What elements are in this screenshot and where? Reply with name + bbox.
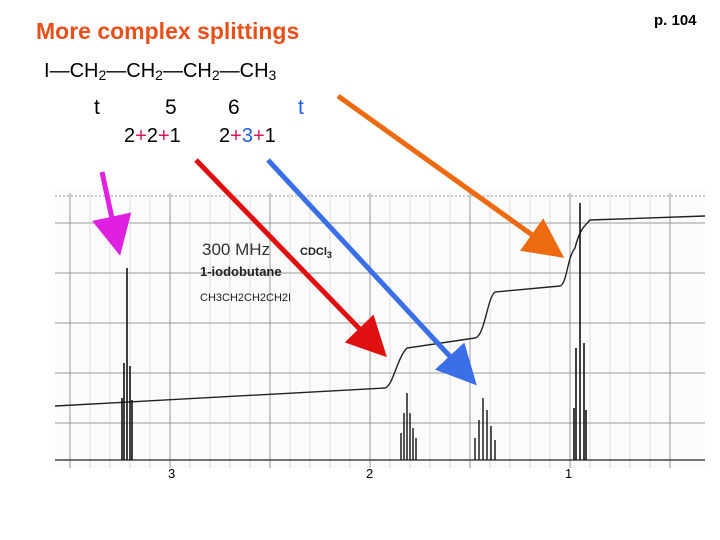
peak-triplet-ch3	[573, 203, 587, 460]
formula-bond: —	[106, 60, 127, 82]
formula-sub: 2	[98, 67, 107, 83]
axis-tick-1: 1	[565, 466, 572, 481]
peak-multiplet-5	[400, 393, 417, 460]
multiplicity-5: 5	[165, 96, 177, 119]
formula-ch2-b: CH	[126, 60, 156, 82]
formula-bond: —	[49, 60, 70, 82]
field-strength-label: 300 MHz	[202, 240, 271, 259]
formula-ch2-c: CH	[182, 60, 212, 82]
blue-arrow	[266, 158, 477, 386]
orange-arrow	[336, 93, 565, 258]
multiplicity-t-1: t	[94, 96, 100, 119]
sum-term: 2	[219, 125, 231, 147]
solvent-text: CDCl	[300, 246, 327, 258]
sum-term: 2	[124, 125, 136, 147]
magenta-arrow	[92, 171, 132, 256]
peak-triplet-ich2	[121, 268, 133, 460]
axis-tick-2: 2	[366, 466, 373, 481]
axis-tick-3: 3	[168, 466, 175, 481]
plus-sign: +	[252, 125, 265, 147]
sum-term: 2	[146, 125, 158, 147]
solvent-label: CDCl3	[300, 246, 332, 260]
multiplicity-t-2: t	[298, 96, 304, 119]
formula: I—CH2—CH2—CH2—CH3	[44, 60, 276, 83]
formula-sub: 2	[155, 67, 163, 83]
compound-name: 1-iodobutane	[200, 264, 282, 279]
formula-sub: 3	[268, 67, 277, 83]
formula-ch2-a: CH	[69, 60, 99, 82]
sum-2-2-1: 2+2+1	[124, 125, 181, 148]
sum-term: 1	[264, 125, 276, 147]
plus-sign: +	[230, 125, 242, 147]
formula-bond: —	[162, 60, 183, 82]
solvent-sub: 3	[326, 250, 332, 261]
page-title: More complex splittings	[36, 18, 300, 44]
formula-bond: —	[219, 60, 240, 82]
sum-term: 3	[241, 125, 253, 147]
formula-sub: 2	[211, 67, 220, 83]
formula-ch3: CH	[239, 60, 269, 82]
multiplicity-6: 6	[228, 96, 240, 119]
page-number: p. 104	[654, 12, 697, 29]
plus-sign: +	[135, 125, 147, 147]
sum-term: 1	[169, 125, 181, 147]
compound-structure: CH3CH2CH2CH2I	[200, 292, 292, 304]
red-arrow	[194, 158, 387, 358]
sum-2-3-1: 2+3+1	[219, 125, 276, 148]
spectrum-grid	[55, 193, 705, 468]
formula-iodine: I	[44, 60, 50, 82]
peak-multiplet-6	[474, 398, 496, 460]
plus-sign: +	[157, 125, 170, 147]
